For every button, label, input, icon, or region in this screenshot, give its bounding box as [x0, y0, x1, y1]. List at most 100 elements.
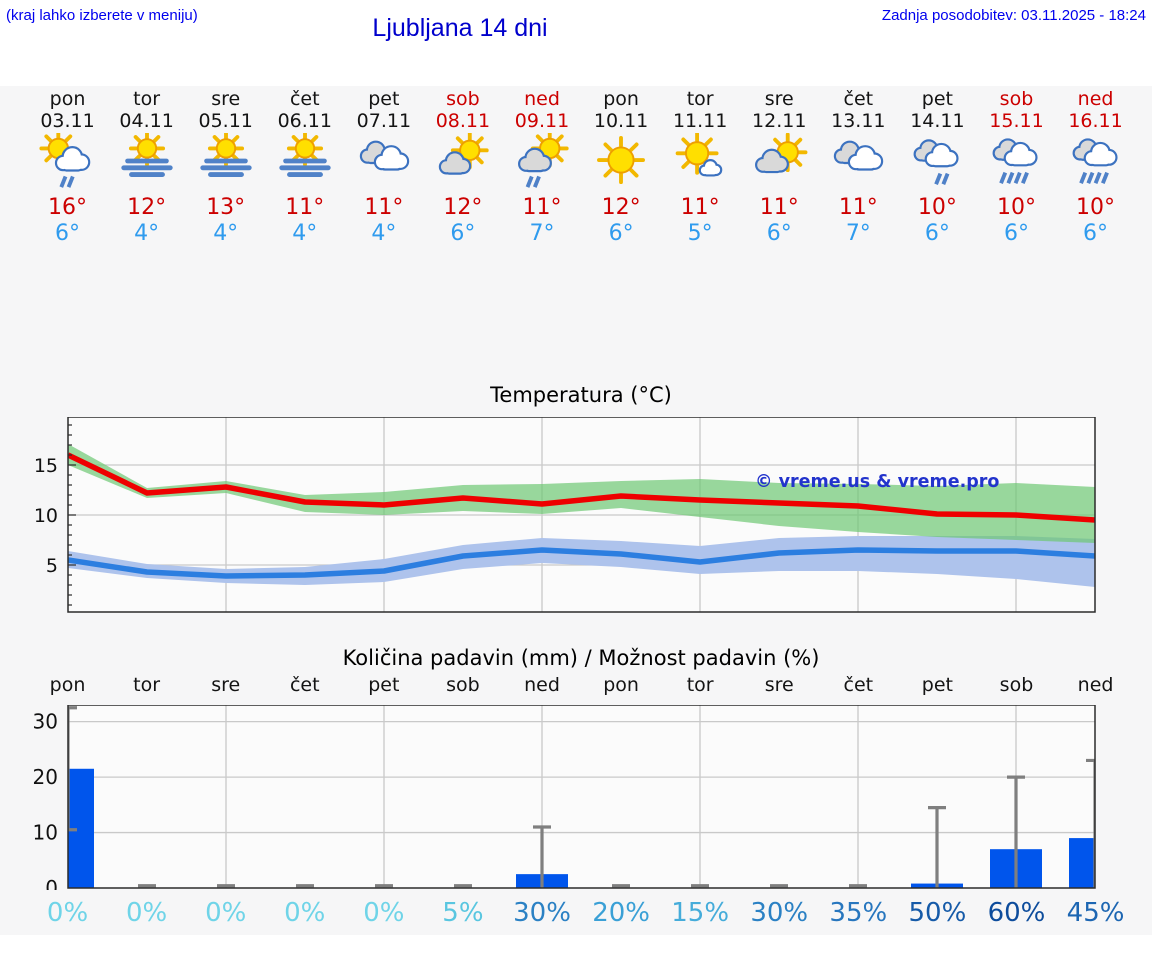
precip-whisker: [1007, 775, 1025, 888]
min-temp: 7°: [845, 221, 871, 246]
min-temp: 4°: [134, 221, 160, 246]
min-temp: 6°: [1083, 221, 1109, 246]
precip-day-label: pet: [368, 674, 400, 696]
day-date: 10.11: [593, 110, 649, 132]
max-temp: 16°: [48, 195, 88, 220]
max-temp: 11°: [680, 195, 720, 220]
precip-ytick-label: 20: [33, 765, 58, 789]
max-temp: 11°: [759, 195, 799, 220]
precip-probability-label: 0%: [46, 898, 89, 928]
precip-day-label: ned: [1077, 674, 1114, 696]
min-temp: 6°: [1003, 221, 1029, 246]
day-date: 16.11: [1068, 110, 1123, 132]
day-cell: sre 05.11 13° 4°: [186, 88, 265, 247]
precip-day-label: čet: [843, 674, 874, 696]
day-cell: pet 07.11 11° 4°: [344, 88, 423, 247]
temp-ytick-label: 10: [34, 505, 58, 527]
precip-day-label: tor: [133, 674, 161, 696]
day-name: sob: [999, 88, 1034, 110]
precip-probability-row: 0% 0% 0% 0% 0% 5% 30% 20% 15% 30% 35% 50% 60% 45%: [28, 896, 1135, 930]
precip-day-label: čet: [289, 674, 320, 696]
days-row: pon 03.11 16° 6° tor 04.11 12° 4° sre 05.11 13° 4…: [28, 88, 1135, 247]
day-name: pon: [49, 88, 86, 110]
precip-probability-label: 45%: [1066, 898, 1125, 928]
min-temp: 6°: [608, 221, 634, 246]
max-temp: 12°: [443, 195, 483, 220]
max-temp: 10°: [1076, 195, 1116, 220]
cloudy-icon: [819, 133, 898, 191]
day-cell: ned 09.11 11° 7°: [502, 88, 581, 247]
watermark-link[interactable]: © vreme.us & vreme.pro: [755, 472, 999, 492]
day-date: 13.11: [831, 110, 886, 132]
precip-probability-label: 60%: [987, 898, 1046, 928]
day-date: 03.11: [40, 110, 95, 132]
temp-ytick-label: 15: [34, 455, 58, 477]
precip-probability-label: 0%: [284, 898, 326, 928]
day-date: 12.11: [752, 110, 807, 132]
temperature-chart-title: Temperatura (°C): [490, 383, 672, 407]
day-date: 06.11: [277, 110, 332, 132]
day-date: 15.11: [989, 110, 1044, 132]
precip-probability-label: 30%: [513, 898, 571, 928]
day-name: sre: [764, 88, 794, 110]
last-update: Zadnja posodobitev: 03.11.2025 - 18:24: [881, 7, 1146, 24]
sun-cloud-showers-icon: [502, 133, 581, 191]
sun-cloud-rain-icon: [28, 133, 107, 191]
min-temp: 6°: [450, 221, 476, 246]
day-date: 09.11: [514, 110, 570, 132]
min-temp: 4°: [371, 221, 397, 246]
precip-day-label: sob: [446, 674, 480, 696]
sun-fog-icon: [265, 133, 344, 191]
menu-hint: (kraj lahko izberete v meniju): [6, 7, 198, 24]
temperature-plot: 5 10 15 © vreme.us & vreme.pro: [34, 416, 1096, 613]
min-temp: 5°: [687, 221, 713, 246]
day-date: 04.11: [119, 110, 174, 132]
precip-whisker: [928, 805, 946, 888]
day-cell: pet 14.11 10° 6°: [898, 88, 977, 247]
min-temp-line: [68, 547, 1095, 579]
precip-ytick-label: 10: [33, 821, 58, 845]
precip-whisker: [533, 825, 551, 888]
day-date: 14.11: [910, 110, 965, 132]
day-date: 05.11: [198, 110, 253, 132]
precip-probability-label: 20%: [592, 898, 650, 928]
day-name: pon: [603, 88, 639, 110]
day-name: ned: [524, 88, 560, 110]
day-name: pet: [921, 88, 953, 110]
precip-bar: [1069, 838, 1095, 888]
min-temp: 7°: [529, 221, 555, 246]
precipitation-chart-title: Količina padavin (mm) / Možnost padavin …: [342, 646, 820, 670]
precip-probability-label: 30%: [750, 898, 809, 928]
day-cell: sob 08.11 12° 6°: [423, 88, 502, 247]
cloudy-icon: [344, 133, 423, 191]
precip-day-row: pon tor sre čet pet sob ned pon tor sre čet pet sob n…: [28, 674, 1135, 696]
min-temp: 6°: [924, 221, 950, 246]
day-name: tor: [133, 88, 161, 110]
precip-day-label: sre: [211, 674, 241, 696]
precipitation-plot: 0 10 20 30: [33, 704, 1096, 900]
day-name: sre: [211, 88, 241, 110]
day-name: pet: [368, 88, 400, 110]
max-temp: 12°: [601, 195, 641, 220]
cloud-heavy-rain-icon: [1056, 133, 1135, 191]
precip-ytick-label: 0: [45, 876, 58, 890]
day-cell: čet 13.11 11° 7°: [819, 88, 898, 247]
precip-day-label: ned: [524, 674, 560, 696]
day-cell: pon 03.11 16° 6°: [28, 88, 107, 247]
day-name: tor: [686, 88, 714, 110]
page-title: Ljubljana 14 dni: [372, 14, 548, 42]
day-name: čet: [289, 88, 320, 110]
max-temp: 11°: [285, 195, 325, 220]
precip-day-label: sob: [999, 674, 1034, 696]
max-temp: 11°: [838, 195, 878, 220]
min-temp: 4°: [292, 221, 318, 246]
precip-probability-label: 35%: [829, 898, 888, 928]
day-cell: sre 12.11 11° 6°: [740, 88, 819, 247]
day-cell: ned 16.11 10° 6°: [1056, 88, 1135, 247]
precip-day-label: tor: [686, 674, 714, 696]
cloud-sun-icon: [740, 133, 819, 191]
precip-day-label: pet: [921, 674, 953, 696]
max-temp: 10°: [996, 195, 1036, 220]
precip-day-label: pon: [603, 674, 639, 696]
sun-fog-icon: [107, 133, 186, 191]
